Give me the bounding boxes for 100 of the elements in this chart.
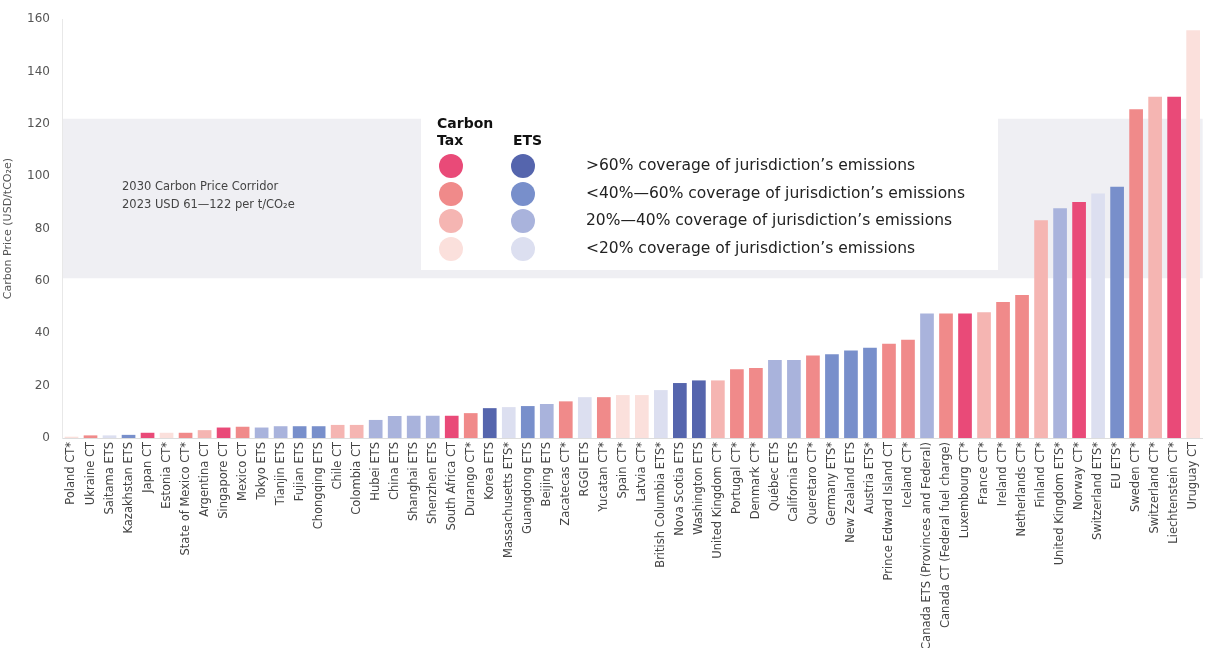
x-tick-label: Singapore CT [215,441,230,519]
bar [197,430,212,438]
y-tick-label: 100 [27,168,50,183]
x-tick-label: Finland CT* [1033,441,1048,508]
bar [501,407,516,438]
x-tick-label: New Zealand ETS [842,442,857,543]
bar [1072,201,1086,438]
bar [83,435,98,438]
bar [634,395,649,438]
bar [1053,208,1067,438]
bar [273,426,288,438]
bar [349,424,364,438]
x-tick-label: Ukraine CT [82,441,97,506]
x-tick-label: Québec ETS [766,442,781,512]
x-tick-label: Guangdong ETS [519,442,534,535]
bar [444,415,459,438]
x-tick-label: Ireland CT* [995,441,1010,507]
annotation: 20%—40% coverage of jurisdiction’s emissions [586,211,953,229]
x-tick-label: Switzerland ETS* [1090,441,1105,541]
bar [235,426,250,438]
bar [254,427,269,438]
bar [558,401,573,438]
bar [920,313,934,438]
x-tick-label: Tokyo ETS [253,442,268,501]
x-tick-label: Luxembourg CT* [957,441,971,539]
x-tick-label: Liechtenstein CT* [1166,441,1181,544]
bar [730,369,744,438]
bar [1110,186,1124,438]
bar [102,435,117,438]
x-tick-label: Iceland CT* [899,441,914,509]
y-axis-title: Carbon Price (USD/tCO₂e) [1,158,15,300]
x-tick-label: Chile CT [329,441,344,490]
bar [387,416,402,438]
x-tick-label: United Kingdom ETS* [1052,441,1067,566]
x-tick-label: Hubei ETS [367,442,382,501]
bar [615,395,630,438]
bar [673,383,687,438]
bar [1034,220,1048,438]
bar [577,397,592,438]
bar [520,406,535,438]
bar [787,360,801,438]
x-tick-label: Switzerland CT* [1147,441,1162,534]
bar [768,360,782,438]
bar [1015,295,1029,438]
y-tick-label: 40 [34,325,50,340]
bar [1148,96,1162,438]
x-tick-label: Sweden CT* [1128,441,1143,512]
bar [958,313,972,438]
annotation: <20% coverage of jurisdiction’s emissions [586,238,916,257]
x-tick-label: Saitama ETS [101,442,116,515]
x-tick-label: Washington ETS [690,442,705,535]
y-tick-label: 140 [27,63,50,78]
x-tick-label: Durango CT* [462,441,477,517]
bar [939,313,953,438]
bar [1091,193,1105,438]
x-tick-label: EU ETS* [1109,441,1124,489]
band-label: 2030 Carbon Price Corridor 2023 USD 61—122 per t/CO₂e [122,179,295,212]
x-tick-label: Latvia CT* [633,441,648,502]
bar [1167,96,1181,438]
x-tick-label: Massachusetts ETS* [500,441,515,558]
bar [330,424,345,438]
bar [901,339,915,438]
y-tick-label: 120 [27,116,50,131]
bar [882,343,896,438]
x-tick-label: Nova Scotia ETS [671,442,686,536]
x-tick-label: Portugal CT* [728,441,743,515]
bar [654,390,668,438]
x-tick-label: Queretaro CT* [804,441,819,525]
x-tick-label: China ETS [386,442,401,501]
x-tick-label: Shanghai ETS [405,442,420,522]
x-tick-label: Korea ETS [481,442,496,500]
bar [368,419,383,438]
x-tick-label: Denmark CT* [747,441,762,520]
x-tick-label: France CT* [976,441,991,505]
annotation: <40%—60% coverage of jurisdiction’s emissions [586,183,966,202]
bar [406,415,421,438]
bar [216,427,231,438]
x-tick-label: Mexico CT [234,441,249,501]
bar [463,413,478,438]
y-tick-label: 60 [34,273,50,288]
annotation: >60% coverage of jurisdiction’s emissions [586,156,916,174]
bar [140,432,155,438]
x-tick-label: British Columbia ETS* [652,441,667,568]
x-tick-label: South Africa CT [443,441,458,531]
x-tick-label: Poland CT* [63,441,78,505]
bar [1129,109,1143,438]
x-tick-label: Beijing ETS [538,442,553,507]
bar [692,380,706,438]
bar [863,347,877,438]
x-tick-label: Zacatecas CT* [557,441,572,526]
bar [977,312,991,438]
x-tick-label: Spain CT* [614,441,629,499]
x-tick-label: Netherlands CT* [1014,441,1029,537]
y-tick-label: 0 [42,430,50,445]
bar [996,301,1010,438]
x-tick-label: California ETS [785,442,800,522]
x-tick-label: Chongqing ETS [310,442,325,530]
x-tick-label: Estonia CT* [158,441,173,509]
bar [1186,30,1200,438]
bar [121,434,136,438]
